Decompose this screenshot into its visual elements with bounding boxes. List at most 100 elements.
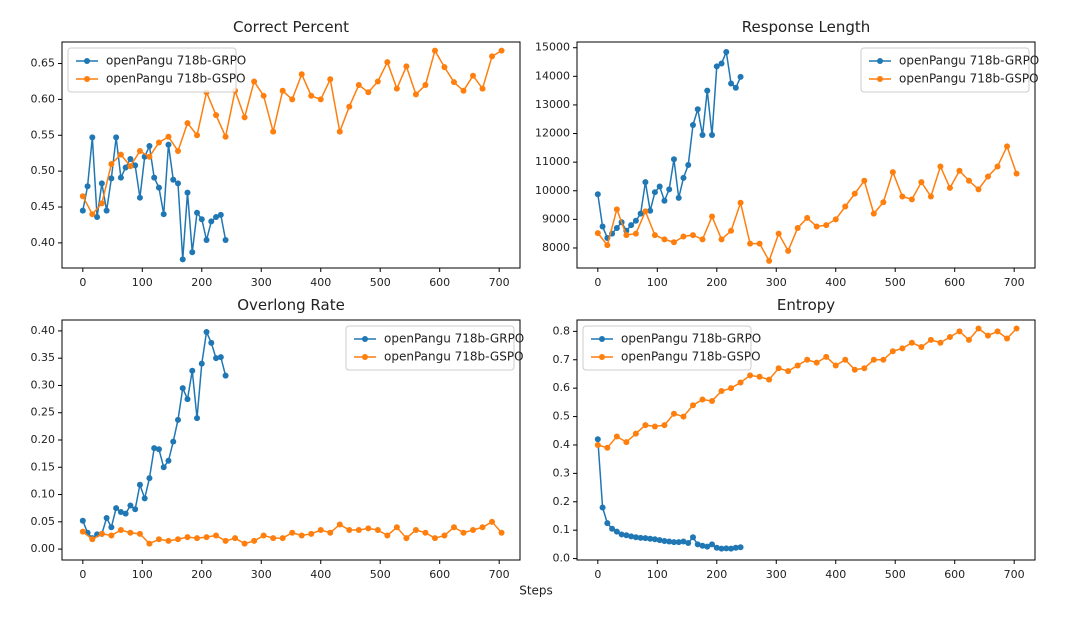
legend-box: [860, 47, 1030, 93]
y-tick-label: 9000: [542, 212, 570, 225]
data-point: [460, 529, 467, 536]
data-point: [203, 329, 210, 335]
data-point: [289, 96, 296, 103]
data-point: [160, 464, 167, 471]
data-point: [155, 139, 162, 146]
data-point: [723, 545, 730, 552]
x-tick-label: 700: [489, 276, 510, 289]
data-point: [613, 528, 620, 535]
data-point: [336, 128, 343, 135]
data-point: [861, 365, 868, 372]
data-point: [994, 328, 1001, 335]
legend-marker: [877, 76, 883, 82]
y-tick-label: 0.3: [553, 466, 571, 479]
y-tick-label: 12000: [535, 127, 570, 140]
data-point: [842, 356, 849, 363]
chart-title: Response Length: [742, 18, 871, 36]
data-point: [84, 183, 91, 190]
data-point: [737, 544, 744, 551]
data-point: [117, 527, 124, 533]
data-point: [718, 388, 725, 395]
legend-marker: [877, 58, 883, 64]
data-point: [899, 345, 906, 352]
data-point: [880, 199, 887, 206]
data-point: [747, 240, 754, 247]
data-point: [213, 112, 220, 119]
data-point: [747, 372, 754, 379]
data-point: [937, 163, 944, 170]
data-point: [98, 200, 105, 207]
data-point: [623, 532, 630, 539]
data-point: [632, 230, 639, 237]
data-point: [623, 232, 630, 239]
data-point: [775, 230, 782, 237]
data-point: [794, 362, 801, 369]
data-point: [647, 207, 654, 214]
data-point: [203, 534, 210, 541]
data-point: [613, 224, 620, 231]
y-tick-label: 0.6: [553, 381, 571, 394]
data-point: [289, 529, 296, 536]
x-tick-label: 0: [79, 276, 86, 289]
data-point: [880, 356, 887, 363]
data-point: [136, 194, 143, 201]
y-tick-label: 0.00: [31, 542, 56, 555]
data-point: [365, 525, 372, 532]
y-tick-label: 8000: [542, 241, 570, 254]
data-point: [251, 537, 258, 544]
data-point: [251, 78, 258, 85]
data-point: [599, 504, 606, 511]
data-point: [613, 206, 620, 213]
data-point: [975, 186, 982, 193]
data-point: [723, 49, 730, 56]
data-point: [355, 527, 362, 533]
data-point: [927, 336, 934, 343]
chart-title: Entropy: [777, 296, 835, 314]
y-tick-label: 0.10: [31, 488, 56, 501]
data-point: [241, 540, 248, 547]
data-point: [651, 232, 658, 239]
data-point: [680, 233, 687, 240]
data-point: [709, 541, 716, 548]
data-point: [260, 532, 267, 539]
y-tick-label: 0.15: [31, 460, 56, 473]
data-point: [270, 535, 277, 542]
y-tick-label: 0.30: [31, 378, 56, 391]
data-point: [308, 530, 315, 537]
data-point: [165, 537, 172, 544]
chart-title: Overlong Rate: [237, 296, 345, 314]
data-point: [213, 532, 220, 539]
x-tick-label: 100: [647, 568, 668, 581]
data-point: [127, 529, 134, 536]
data-point: [222, 133, 229, 140]
data-point: [918, 343, 925, 350]
y-tick-label: 0.60: [31, 92, 56, 105]
data-point: [498, 529, 505, 536]
data-point: [666, 538, 673, 545]
data-point: [965, 336, 972, 343]
data-point: [918, 179, 925, 186]
y-tick-label: 0.50: [31, 164, 56, 177]
data-point: [718, 236, 725, 243]
legend-marker: [362, 336, 368, 342]
x-tick-label: 100: [132, 276, 153, 289]
data-point: [842, 203, 849, 210]
legend-label: openPangu 718b-GSPO: [899, 72, 1039, 86]
data-point: [804, 214, 811, 221]
y-tick-label: 0.45: [31, 200, 56, 213]
data-point: [422, 82, 429, 89]
data-point: [146, 143, 153, 150]
data-point: [709, 213, 716, 220]
x-tick-label: 600: [429, 568, 450, 581]
data-point: [594, 441, 601, 448]
data-point: [689, 402, 696, 409]
data-point: [470, 527, 477, 533]
y-tick-label: 0.20: [31, 433, 56, 446]
data-point: [174, 180, 181, 187]
data-point: [336, 521, 343, 528]
data-point: [412, 527, 419, 533]
axes-frame: [576, 319, 1036, 561]
legend: openPangu 718b-GRPO openPangu 718b-GSPO: [345, 325, 524, 371]
data-point: [728, 385, 735, 392]
data-point: [346, 103, 353, 110]
